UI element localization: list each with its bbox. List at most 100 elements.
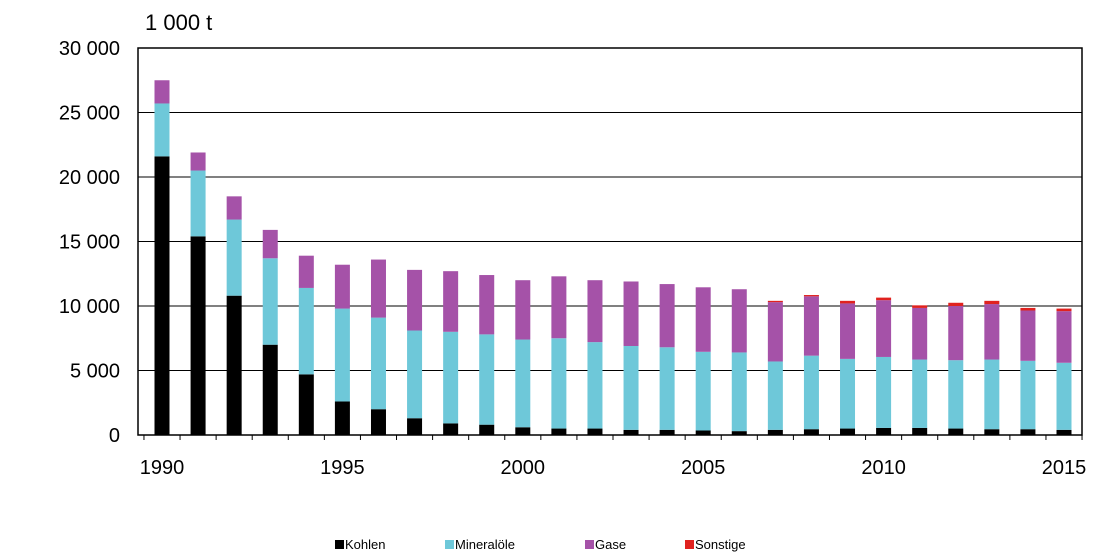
legend-item-sonstige: Sonstige [685, 537, 765, 552]
bar-kohlen-2001 [551, 428, 567, 435]
bar-gase-1998 [443, 271, 459, 332]
bar-gase-2006 [731, 289, 747, 353]
bar-kohlen-1994 [298, 374, 314, 435]
chart: 1 000 t 0 5 000 10 000 15 000 20 000 25 000 30… [59, 10, 1087, 479]
bar-mineralöle-1992 [226, 219, 242, 296]
x-axis: 1990 1995 2000 2005 2010 2015 [140, 435, 1087, 479]
bar-kohlen-2000 [515, 427, 531, 435]
bar-sonstige-2010 [876, 297, 892, 301]
unit-label: 1 000 t [145, 10, 212, 35]
legend-item-mineralöle: Mineralöle [445, 537, 585, 552]
bar-mineralöle-2002 [587, 342, 603, 429]
bar-mineralöle-2011 [912, 359, 928, 428]
bar-kohlen-2007 [767, 429, 783, 435]
x-tick-label: 2015 [1042, 457, 1087, 479]
bar-gase-2013 [984, 304, 1000, 360]
bar-gase-1992 [226, 196, 242, 220]
bar-sonstige-2014 [1020, 307, 1036, 311]
bar-gase-2015 [1056, 311, 1072, 363]
bar-kohlen-1991 [190, 236, 206, 435]
bar-gase-1993 [262, 229, 278, 259]
legend-swatch [685, 540, 694, 549]
bar-kohlen-2002 [587, 428, 603, 435]
bar-kohlen-1997 [407, 418, 423, 435]
legend-label: Sonstige [695, 537, 746, 552]
bar-gase-1990 [154, 80, 170, 104]
bar-mineralöle-1996 [370, 317, 386, 410]
bar-mineralöle-2013 [984, 359, 1000, 430]
bar-gase-1997 [407, 269, 423, 331]
bar-sonstige-2013 [984, 300, 1000, 305]
x-tick-label: 1995 [320, 457, 365, 479]
bar-mineralöle-2004 [659, 347, 675, 430]
legend-swatch [335, 540, 344, 549]
bar-kohlen-1995 [334, 401, 350, 435]
bar-kohlen-2009 [840, 428, 856, 435]
bar-kohlen-2013 [984, 429, 1000, 435]
bar-kohlen-1999 [479, 424, 495, 435]
bar-gase-2005 [695, 287, 711, 352]
y-axis: 0 5 000 10 000 15 000 20 000 25 000 30 000 [59, 38, 120, 447]
x-tick-label: 2005 [681, 457, 726, 479]
y-tick-label: 0 [109, 425, 120, 447]
bar-kohlen-1998 [443, 423, 459, 435]
bar-mineralöle-2006 [731, 352, 747, 432]
bar-kohlen-2006 [731, 431, 747, 435]
bar-gase-1996 [370, 259, 386, 318]
bar-mineralöle-1994 [298, 287, 314, 375]
bar-mineralöle-1991 [190, 170, 206, 237]
bar-mineralöle-2001 [551, 338, 567, 429]
legend-label: Gase [595, 537, 627, 552]
bar-kohlen-2015 [1056, 429, 1072, 435]
bar-sonstige-2011 [912, 305, 928, 308]
bar-gase-2002 [587, 280, 603, 343]
legend-label: Kohlen [345, 537, 386, 552]
bar-gase-2014 [1020, 310, 1036, 361]
bar-kohlen-2011 [912, 427, 928, 435]
bar-gase-2007 [767, 302, 783, 362]
bar-gase-2012 [948, 306, 964, 361]
x-tick-label: 2010 [861, 457, 906, 479]
bar-gase-1999 [479, 275, 495, 335]
legend-item-gase: Gase [585, 537, 685, 552]
bar-gase-2008 [803, 296, 819, 356]
bar-mineralöle-2007 [767, 361, 783, 430]
bar-mineralöle-1999 [479, 334, 495, 425]
y-tick-label: 25 000 [59, 103, 120, 125]
y-tick-label: 20 000 [59, 167, 120, 189]
bar-kohlen-2014 [1020, 429, 1036, 435]
legend-swatch [445, 540, 454, 549]
bar-gase-2011 [912, 307, 928, 360]
bar-kohlen-2008 [803, 429, 819, 435]
bar-mineralöle-2012 [948, 360, 964, 429]
bar-mineralöle-2010 [876, 356, 892, 428]
bar-gase-2001 [551, 276, 567, 339]
bar-gase-2004 [659, 284, 675, 348]
y-tick-label: 5 000 [70, 361, 120, 383]
legend-item-kohlen: Kohlen [335, 537, 445, 552]
bar-gase-1995 [334, 264, 350, 309]
x-tick-label: 2000 [501, 457, 546, 479]
y-tick-label: 30 000 [59, 38, 120, 60]
bar-mineralöle-1998 [443, 331, 459, 424]
bar-kohlen-2003 [623, 429, 639, 435]
bar-mineralöle-2003 [623, 345, 639, 430]
bar-kohlen-2012 [948, 428, 964, 435]
bar-gase-2000 [515, 280, 531, 340]
gridlines [138, 47, 1082, 371]
bar-mineralöle-2005 [695, 351, 711, 431]
bar-sonstige-2008 [803, 295, 819, 297]
bar-mineralöle-1993 [262, 258, 278, 345]
bar-mineralöle-2008 [803, 355, 819, 430]
bars [154, 80, 1072, 436]
bar-kohlen-1992 [226, 295, 242, 435]
bar-mineralöle-1997 [407, 330, 423, 419]
bar-kohlen-2005 [695, 430, 711, 435]
bar-kohlen-1996 [370, 409, 386, 435]
bar-mineralöle-1995 [334, 308, 350, 402]
bar-kohlen-1993 [262, 344, 278, 435]
legend: Kohlen Mineralöle Gase Sonstige [0, 537, 1100, 552]
bar-gase-2010 [876, 300, 892, 357]
bar-mineralöle-1990 [154, 103, 170, 157]
plot-area-frame [137, 47, 1083, 436]
